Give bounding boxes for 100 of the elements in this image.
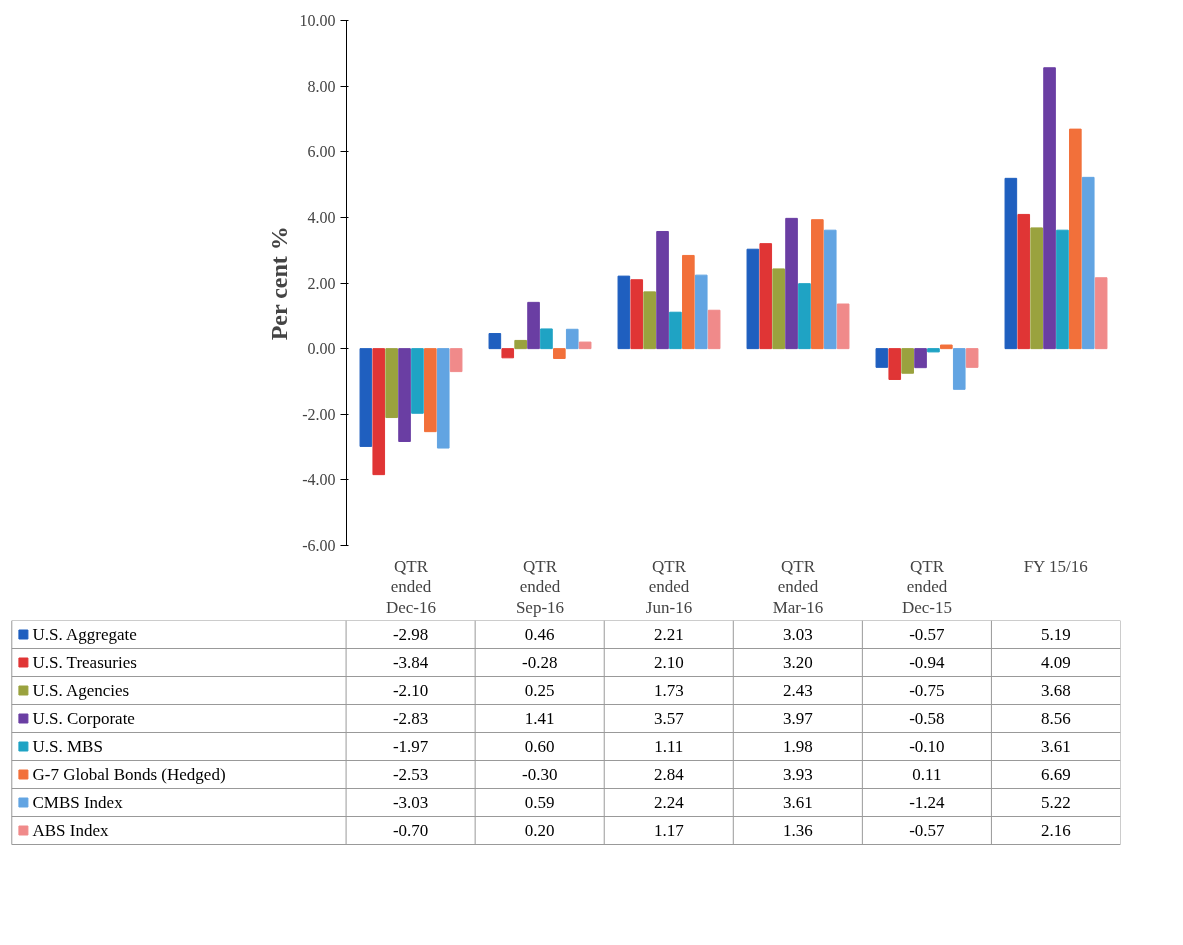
data-label: -0.57 bbox=[909, 625, 946, 644]
bar bbox=[449, 348, 463, 373]
data-label: 2.10 bbox=[653, 653, 684, 672]
data-label: 2.43 bbox=[782, 681, 813, 700]
bar bbox=[565, 328, 579, 350]
data-label: -2.98 bbox=[392, 625, 429, 644]
bar bbox=[927, 348, 940, 353]
y-tick-label: -2.00 bbox=[302, 405, 336, 423]
data-label: -1.24 bbox=[909, 793, 946, 812]
data-label: 3.03 bbox=[782, 625, 813, 644]
y-axis-title: Per cent % bbox=[265, 226, 292, 341]
y-tick-label: 0.00 bbox=[307, 340, 336, 358]
data-label: 3.57 bbox=[653, 709, 685, 728]
bar bbox=[1081, 176, 1095, 350]
legend-label: U.S. Agencies bbox=[32, 681, 130, 700]
bar bbox=[488, 333, 502, 350]
x-tick-label: QTR ended Dec-16 bbox=[385, 556, 437, 618]
bar bbox=[527, 301, 540, 350]
data-label: -0.94 bbox=[909, 653, 946, 672]
bar bbox=[643, 291, 656, 350]
bar bbox=[785, 217, 798, 350]
data-label: -0.70 bbox=[392, 821, 429, 840]
data-label: 3.68 bbox=[1041, 681, 1071, 700]
bar bbox=[823, 229, 837, 350]
bar bbox=[772, 268, 785, 350]
data-label: -0.57 bbox=[909, 821, 946, 840]
legend-label: ABS Index bbox=[32, 821, 109, 840]
data-label: 3.61 bbox=[782, 793, 813, 812]
data-label: -0.30 bbox=[521, 765, 558, 784]
data-label: 3.20 bbox=[782, 653, 813, 672]
data-label: -0.10 bbox=[909, 737, 945, 756]
bar bbox=[952, 348, 966, 390]
x-tick-label: QTR ended Sep-16 bbox=[515, 556, 565, 618]
bar bbox=[901, 348, 914, 374]
bar bbox=[707, 309, 721, 350]
bar bbox=[888, 348, 902, 380]
bar bbox=[656, 230, 669, 350]
legend-label: U.S. MBS bbox=[32, 737, 103, 756]
data-label: -1.97 bbox=[392, 737, 429, 756]
data-label: 2.84 bbox=[653, 765, 685, 784]
y-tick-label: 2.00 bbox=[307, 274, 336, 292]
data-label: 0.60 bbox=[524, 737, 555, 756]
bar bbox=[940, 344, 953, 350]
data-label: -3.03 bbox=[392, 793, 429, 812]
data-label: 1.36 bbox=[782, 821, 813, 840]
data-label: 2.24 bbox=[653, 793, 685, 812]
legend-label: G-7 Global Bonds (Hedged) bbox=[32, 765, 226, 784]
bar bbox=[798, 283, 811, 350]
y-tick-label: 6.00 bbox=[307, 143, 336, 161]
data-label: 2.21 bbox=[653, 625, 684, 644]
bar bbox=[424, 348, 437, 433]
data-label: 1.98 bbox=[782, 737, 813, 756]
y-tick-label: 4.00 bbox=[307, 208, 336, 226]
bar bbox=[669, 311, 682, 350]
legend-label: CMBS Index bbox=[32, 793, 124, 812]
bar bbox=[1069, 128, 1082, 350]
bar bbox=[372, 348, 386, 476]
data-label: 0.25 bbox=[524, 681, 555, 700]
legend-label: U.S. Treasuries bbox=[32, 653, 137, 672]
bar bbox=[398, 348, 411, 442]
bar bbox=[811, 219, 824, 350]
data-label: -0.58 bbox=[909, 709, 945, 728]
bar bbox=[759, 243, 773, 350]
data-label: 6.69 bbox=[1041, 765, 1071, 784]
x-tick-label: QTR ended Mar-16 bbox=[772, 556, 824, 618]
data-label: 4.09 bbox=[1041, 653, 1071, 672]
bar bbox=[746, 248, 760, 350]
bar bbox=[359, 348, 373, 447]
data-label: 1.17 bbox=[653, 821, 685, 840]
data-label: -3.84 bbox=[392, 653, 429, 672]
data-label: 5.19 bbox=[1041, 625, 1071, 644]
bar bbox=[965, 348, 979, 368]
data-label: 0.59 bbox=[524, 793, 555, 812]
data-label: 3.97 bbox=[782, 709, 814, 728]
bar bbox=[1017, 213, 1031, 350]
data-label: 1.11 bbox=[654, 737, 684, 756]
legend-label: U.S. Aggregate bbox=[32, 625, 137, 644]
bar bbox=[501, 348, 515, 359]
bar bbox=[1043, 67, 1056, 350]
data-label: -2.10 bbox=[392, 681, 429, 700]
bar bbox=[694, 274, 708, 350]
data-label: -0.75 bbox=[909, 681, 945, 700]
x-tick-label: FY 15/16 bbox=[1023, 556, 1088, 576]
data-label: 3.93 bbox=[782, 765, 813, 784]
bar bbox=[553, 348, 566, 359]
x-tick-label: QTR ended Jun-16 bbox=[645, 556, 693, 618]
bar bbox=[1004, 177, 1018, 350]
data-label: 2.16 bbox=[1041, 821, 1071, 840]
bar bbox=[630, 279, 644, 350]
bar bbox=[385, 348, 398, 419]
bar bbox=[514, 339, 527, 350]
bar bbox=[540, 328, 553, 350]
bar bbox=[682, 254, 695, 350]
y-tick-label: -6.00 bbox=[302, 537, 336, 554]
y-tick-label: -4.00 bbox=[302, 471, 336, 489]
bar bbox=[914, 348, 927, 369]
bar bbox=[1030, 227, 1043, 350]
bar bbox=[436, 348, 450, 449]
data-label: 0.11 bbox=[912, 765, 942, 784]
data-label: 0.20 bbox=[524, 821, 555, 840]
